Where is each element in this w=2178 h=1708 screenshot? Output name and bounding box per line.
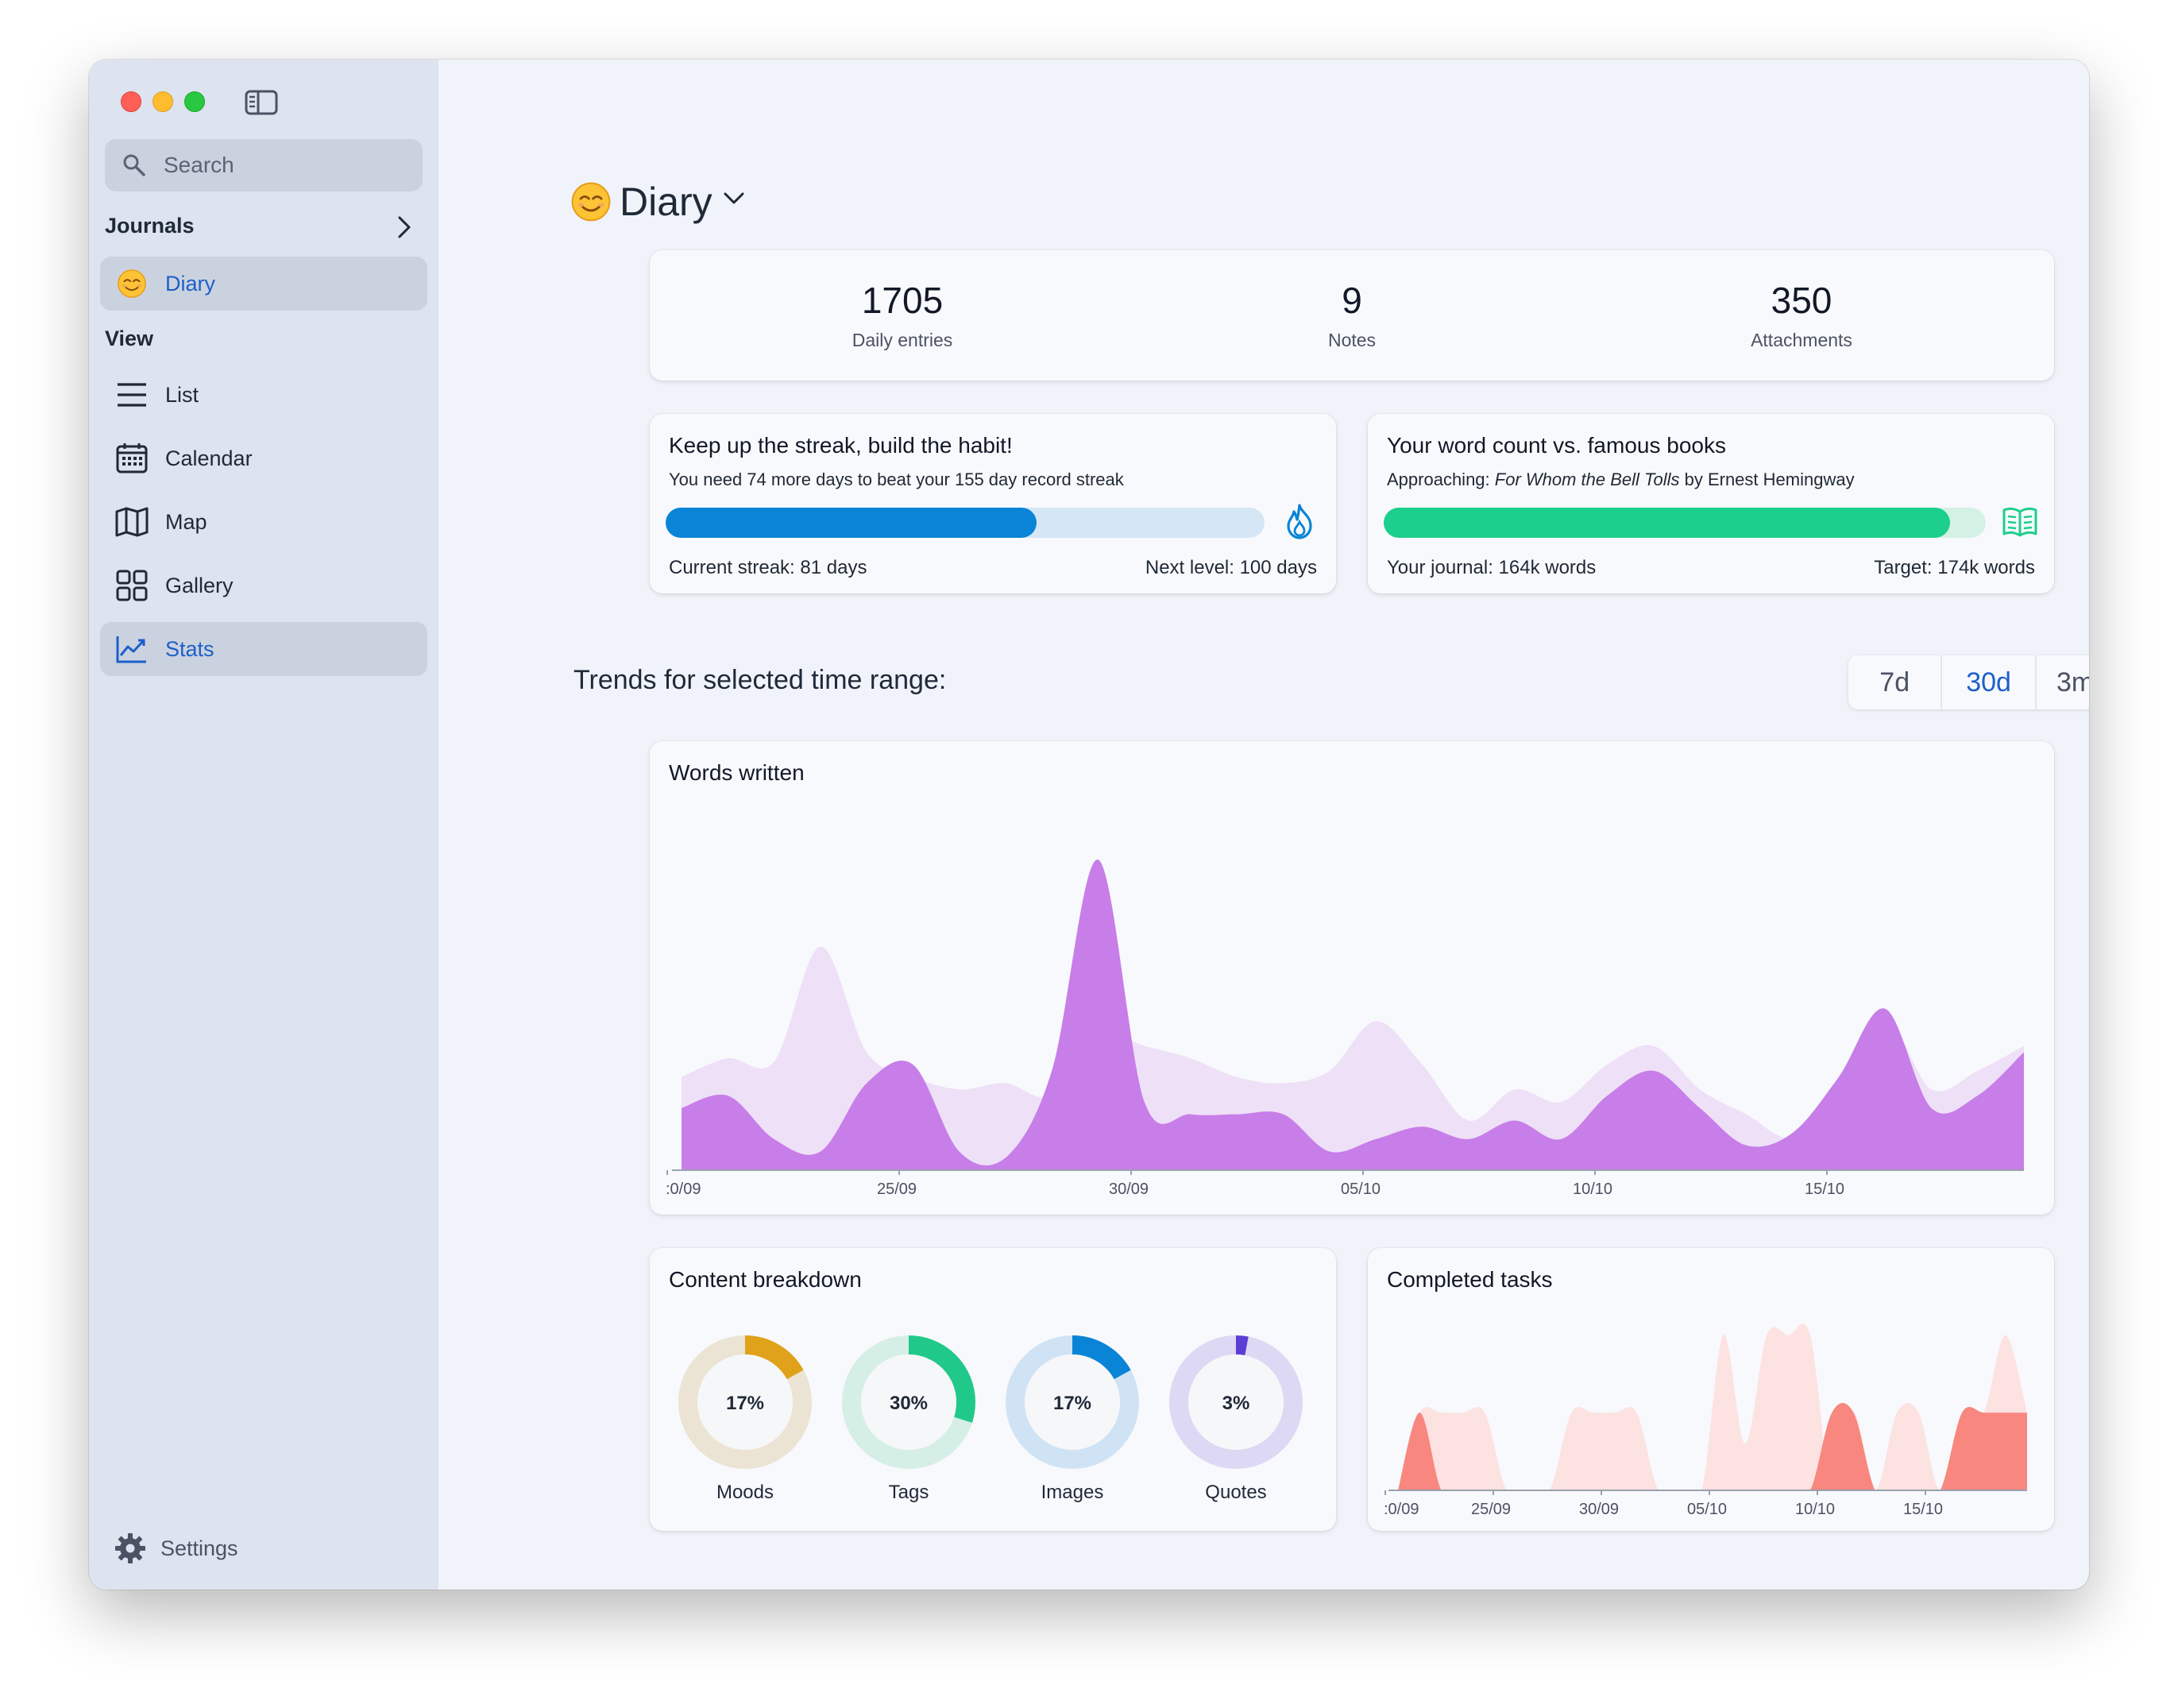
stat-attachments: 350 Attachments (1603, 279, 2000, 351)
x-tick-label: 15/10 (1805, 1181, 1844, 1198)
donut-caption-moods: Moods (666, 1482, 824, 1504)
wordcount-progress-bar (1384, 508, 1986, 538)
range-7d[interactable]: 7d (1848, 655, 1941, 709)
stat-value: 350 (1603, 279, 2000, 322)
stat-label: Daily entries (704, 330, 1101, 351)
chevron-right-icon[interactable] (397, 215, 411, 239)
zoom-window-button[interactable] (184, 91, 205, 112)
x-tick-label: 10/10 (1795, 1501, 1835, 1518)
range-3mo[interactable]: 3mo (2035, 655, 2089, 709)
journal-words-label: Your journal: 164k words (1387, 557, 1596, 579)
stat-daily-entries: 1705 Daily entries (704, 279, 1101, 351)
sidebar-item-stats[interactable]: Stats (100, 622, 427, 676)
book-title: For Whom the Bell Tolls (1495, 470, 1680, 489)
sidebar-item-label: Map (165, 510, 207, 535)
stat-label: Notes (1153, 330, 1550, 351)
donut-caption-quotes: Quotes (1157, 1482, 1315, 1504)
sidebar: Search Journals Diary View (89, 60, 438, 1590)
time-range-selector[interactable]: 7d 30d 3mo 6mo 1y (1848, 655, 2089, 709)
sidebar-item-gallery[interactable]: Gallery (100, 558, 427, 612)
current-streak-label: Current streak: 81 days (669, 557, 867, 579)
journal-item-diary[interactable]: Diary (100, 257, 427, 311)
donut-percent-label: 17% (1053, 1393, 1091, 1414)
sidebar-item-map[interactable]: Map (100, 495, 427, 549)
donut-percent-label: 30% (890, 1393, 928, 1414)
minimize-window-button[interactable] (153, 91, 173, 112)
target-words-label: Target: 174k words (1874, 557, 2035, 579)
page-title: Diary (620, 179, 712, 225)
main-content: Diary 1705 Daily entries 9 Notes 350 Att… (438, 60, 2089, 1590)
sidebar-item-label: Gallery (165, 574, 234, 598)
content-breakdown-card: Content breakdown 17% 30% 17% 3% Moods Tags… (650, 1248, 1336, 1531)
x-tick-label: :0/09 (1384, 1501, 1419, 1518)
x-tick-label: 30/09 (1579, 1501, 1619, 1518)
x-tick-label: 25/09 (877, 1181, 917, 1198)
donut-percent-label: 3% (1222, 1393, 1250, 1414)
x-tick-label: 25/09 (1471, 1501, 1511, 1518)
journal-item-label: Diary (165, 272, 215, 296)
stat-notes: 9 Notes (1153, 279, 1550, 351)
book-author: by Ernest Hemingway (1679, 470, 1854, 489)
stat-label: Attachments (1603, 330, 2000, 351)
search-placeholder: Search (164, 153, 234, 178)
wordcount-subtitle: Approaching: For Whom the Bell Tolls by … (1387, 470, 1855, 490)
x-tick-label: :0/09 (666, 1181, 701, 1198)
stats-chart-icon (116, 635, 148, 663)
streak-subtitle: You need 74 more days to beat your 155 d… (669, 470, 1124, 490)
streak-progress-bar (666, 508, 1265, 538)
x-tick-label: 30/09 (1109, 1181, 1149, 1198)
view-header: View (105, 327, 153, 351)
range-30d[interactable]: 30d (1941, 655, 2034, 709)
search-field[interactable]: Search (105, 139, 423, 191)
donut-percent-label: 17% (726, 1393, 764, 1414)
open-book-icon (2002, 506, 2038, 538)
search-icon (122, 153, 146, 177)
completed-tasks-card: Completed tasks :0/09 25/09 30/09 05/10 10/1… (1368, 1248, 2054, 1531)
app-window: Search Journals Diary View (89, 60, 2089, 1590)
stat-value: 9 (1153, 279, 1550, 322)
map-icon (115, 507, 149, 537)
flame-icon (1285, 503, 1314, 539)
wordcount-progress-fill (1384, 508, 1950, 538)
smiling-face-emoji-icon (117, 269, 147, 299)
donut-caption-tags: Tags (829, 1482, 988, 1504)
x-tick-label: 05/10 (1341, 1181, 1381, 1198)
x-tick-label: 10/10 (1573, 1181, 1612, 1198)
donut-caption-images: Images (993, 1482, 1152, 1504)
close-window-button[interactable] (121, 91, 141, 112)
x-tick-label: 05/10 (1687, 1501, 1727, 1518)
sidebar-item-list[interactable]: List (100, 368, 427, 422)
chevron-down-icon (722, 191, 746, 207)
wordcount-title: Your word count vs. famous books (1387, 433, 1726, 458)
next-level-label: Next level: 100 days (1145, 557, 1317, 579)
settings-label: Settings (160, 1536, 238, 1561)
sidebar-item-label: List (165, 383, 199, 408)
journal-title-picker[interactable]: Diary (570, 179, 746, 225)
words-written-card: Words written :0/09 25/09 30/09 05/10 10/10 1… (650, 741, 2054, 1215)
streak-title: Keep up the streak, build the habit! (669, 433, 1013, 458)
list-icon (116, 381, 148, 408)
streak-card: Keep up the streak, build the habit! You… (650, 414, 1336, 593)
wordcount-card: Your word count vs. famous books Approac… (1368, 414, 2054, 593)
tasks-series-background-area (1398, 1324, 2027, 1490)
smiling-face-emoji-icon (570, 181, 612, 222)
sidebar-item-label: Calendar (165, 446, 253, 471)
stat-value: 1705 (704, 279, 1101, 322)
settings-button[interactable]: Settings (114, 1532, 238, 1564)
gallery-grid-icon (116, 570, 148, 601)
completed-tasks-chart: :0/09 25/09 30/09 05/10 10/10 15/10 (1368, 1248, 2054, 1531)
streak-progress-fill (666, 508, 1037, 538)
sidebar-item-calendar[interactable]: Calendar (100, 431, 427, 485)
x-tick-label: 15/10 (1903, 1501, 1943, 1518)
approaching-prefix: Approaching: (1387, 470, 1495, 489)
summary-card: 1705 Daily entries 9 Notes 350 Attachmen… (650, 250, 2054, 381)
trends-label: Trends for selected time range: (573, 665, 946, 696)
sidebar-toggle-icon[interactable] (245, 90, 278, 115)
sidebar-item-label: Stats (165, 637, 214, 662)
words-written-chart: :0/09 25/09 30/09 05/10 10/10 15/10 (650, 741, 2054, 1215)
gear-icon (114, 1532, 146, 1564)
journals-header: Journals (105, 214, 195, 238)
calendar-icon (116, 442, 148, 474)
